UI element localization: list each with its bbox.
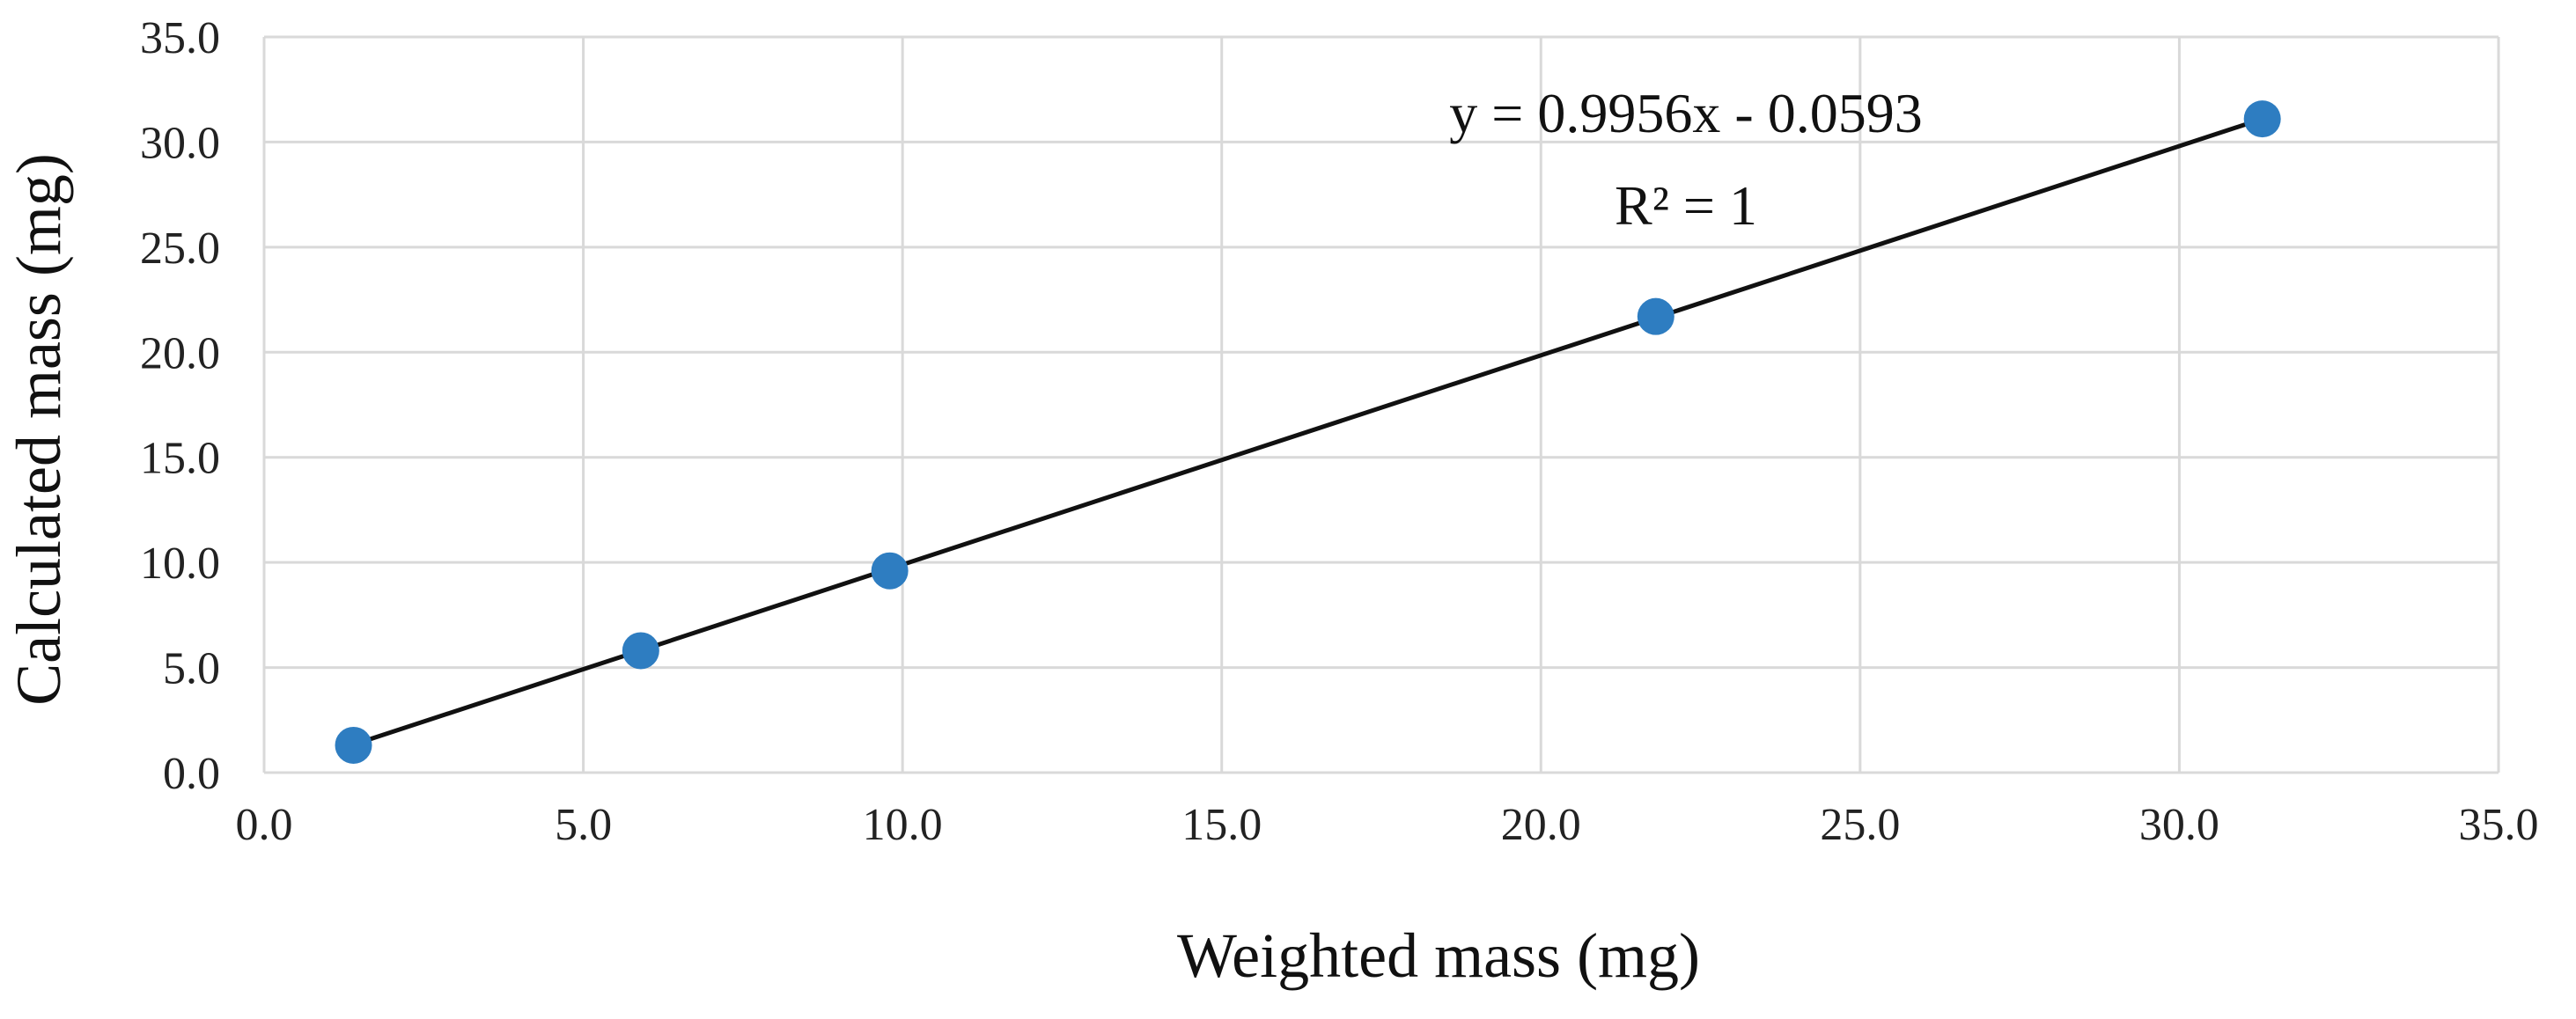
trendline-r-squared: R² = 1 bbox=[1615, 174, 1757, 237]
data-point bbox=[871, 552, 909, 590]
x-tick-label: 0.0 bbox=[236, 800, 293, 850]
data-point bbox=[2243, 100, 2281, 138]
x-tick-label: 35.0 bbox=[2459, 800, 2539, 850]
trendline-equation: y = 0.9956x - 0.0593 bbox=[1449, 82, 1922, 144]
x-tick-label: 20.0 bbox=[1501, 800, 1581, 850]
data-points-layer bbox=[335, 100, 2281, 764]
y-tick-label: 5.0 bbox=[163, 644, 220, 694]
trendline bbox=[352, 116, 2263, 747]
data-point bbox=[1637, 297, 1674, 335]
y-tick-label: 0.0 bbox=[163, 749, 220, 799]
x-axis-title: Weighted mass (mg) bbox=[1177, 920, 1700, 991]
y-tick-label: 35.0 bbox=[140, 13, 220, 63]
x-tick-label: 10.0 bbox=[863, 800, 943, 850]
y-tick-label: 15.0 bbox=[140, 434, 220, 484]
data-point bbox=[622, 632, 659, 670]
trendline-layer bbox=[352, 116, 2263, 747]
y-tick-label: 30.0 bbox=[140, 118, 220, 168]
x-tick-label: 25.0 bbox=[1820, 800, 1900, 850]
x-tick-label: 5.0 bbox=[555, 800, 612, 850]
x-tick-label: 15.0 bbox=[1181, 800, 1262, 850]
axis-layer: 0.0 5.0 10.0 15.0 20.0 25.0 30.0 35.0 0.0 5.0 10.0… bbox=[140, 13, 2539, 850]
y-tick-label: 25.0 bbox=[140, 224, 220, 274]
y-axis-title: Calculated mass (mg) bbox=[4, 153, 74, 706]
grid-layer bbox=[262, 35, 2500, 774]
y-tick-label: 10.0 bbox=[140, 539, 220, 589]
y-tick-label: 20.0 bbox=[140, 328, 220, 378]
data-point bbox=[335, 726, 372, 764]
x-tick-label: 30.0 bbox=[2139, 800, 2219, 850]
